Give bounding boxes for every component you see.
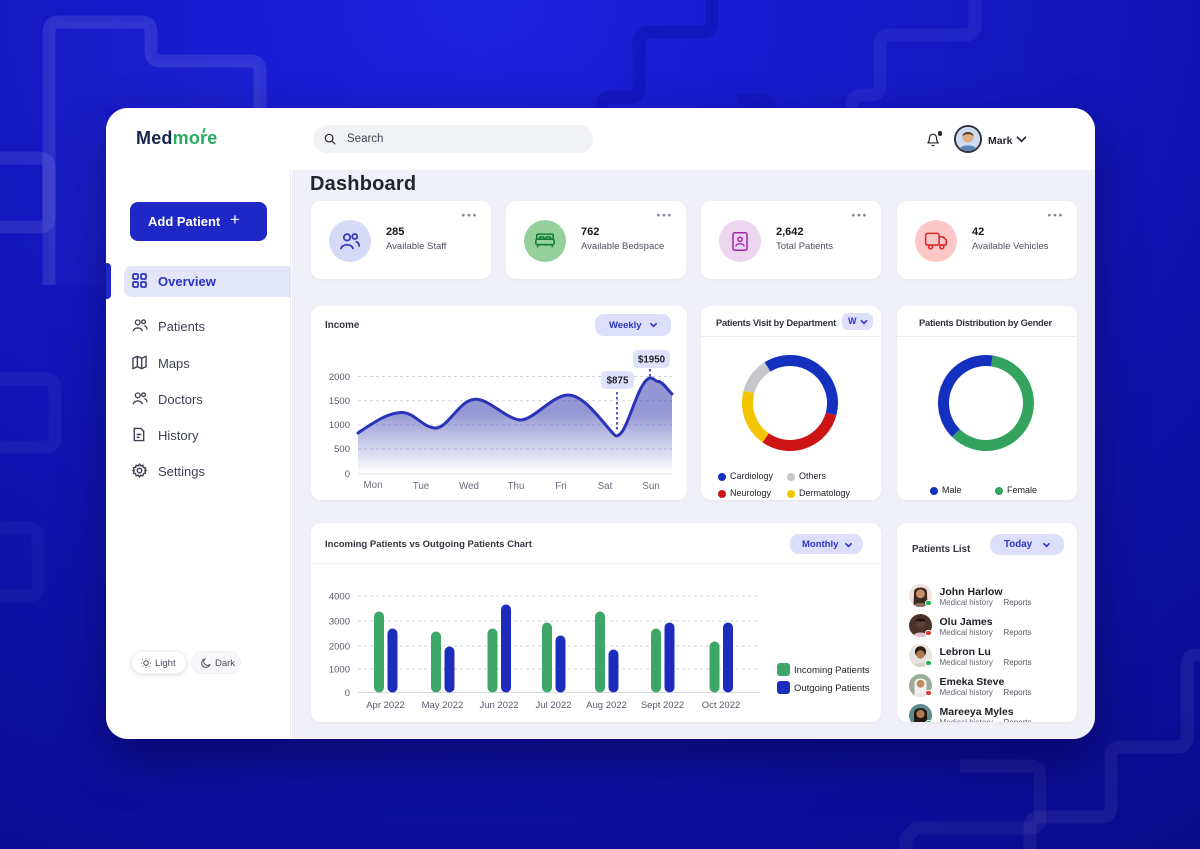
svg-text:Sept 2022: Sept 2022 (641, 700, 684, 711)
svg-text:0: 0 (345, 688, 350, 699)
svg-text:Sun: Sun (642, 481, 659, 492)
svg-text:$875: $875 (607, 376, 629, 387)
svg-text:Oct 2022: Oct 2022 (702, 700, 741, 711)
svg-text:Sat: Sat (598, 481, 613, 492)
svg-text:Fri: Fri (555, 481, 566, 492)
svg-text:May 2022: May 2022 (422, 700, 464, 711)
svg-text:1500: 1500 (329, 396, 350, 407)
svg-text:Aug 2022: Aug 2022 (586, 700, 627, 711)
svg-text:3000: 3000 (329, 617, 350, 628)
svg-text:4000: 4000 (329, 592, 350, 603)
svg-text:2000: 2000 (329, 372, 350, 383)
svg-text:Wed: Wed (459, 481, 479, 492)
svg-text:1000: 1000 (329, 420, 350, 431)
svg-text:Tue: Tue (413, 481, 430, 492)
svg-text:2000: 2000 (329, 642, 350, 653)
svg-text:Jun 2022: Jun 2022 (479, 700, 518, 711)
svg-text:0: 0 (345, 469, 350, 480)
svg-text:Jul 2022: Jul 2022 (536, 700, 572, 711)
svg-text:1000: 1000 (329, 665, 350, 676)
svg-text:Thu: Thu (508, 481, 525, 492)
svg-text:Outgoing Patients: Outgoing Patients (794, 683, 870, 694)
svg-text:Mon: Mon (363, 480, 382, 491)
svg-text:Apr 2022: Apr 2022 (366, 700, 405, 711)
svg-text:500: 500 (334, 444, 350, 455)
svg-text:Incoming Patients: Incoming Patients (794, 665, 870, 676)
svg-text:$1950: $1950 (638, 355, 666, 366)
